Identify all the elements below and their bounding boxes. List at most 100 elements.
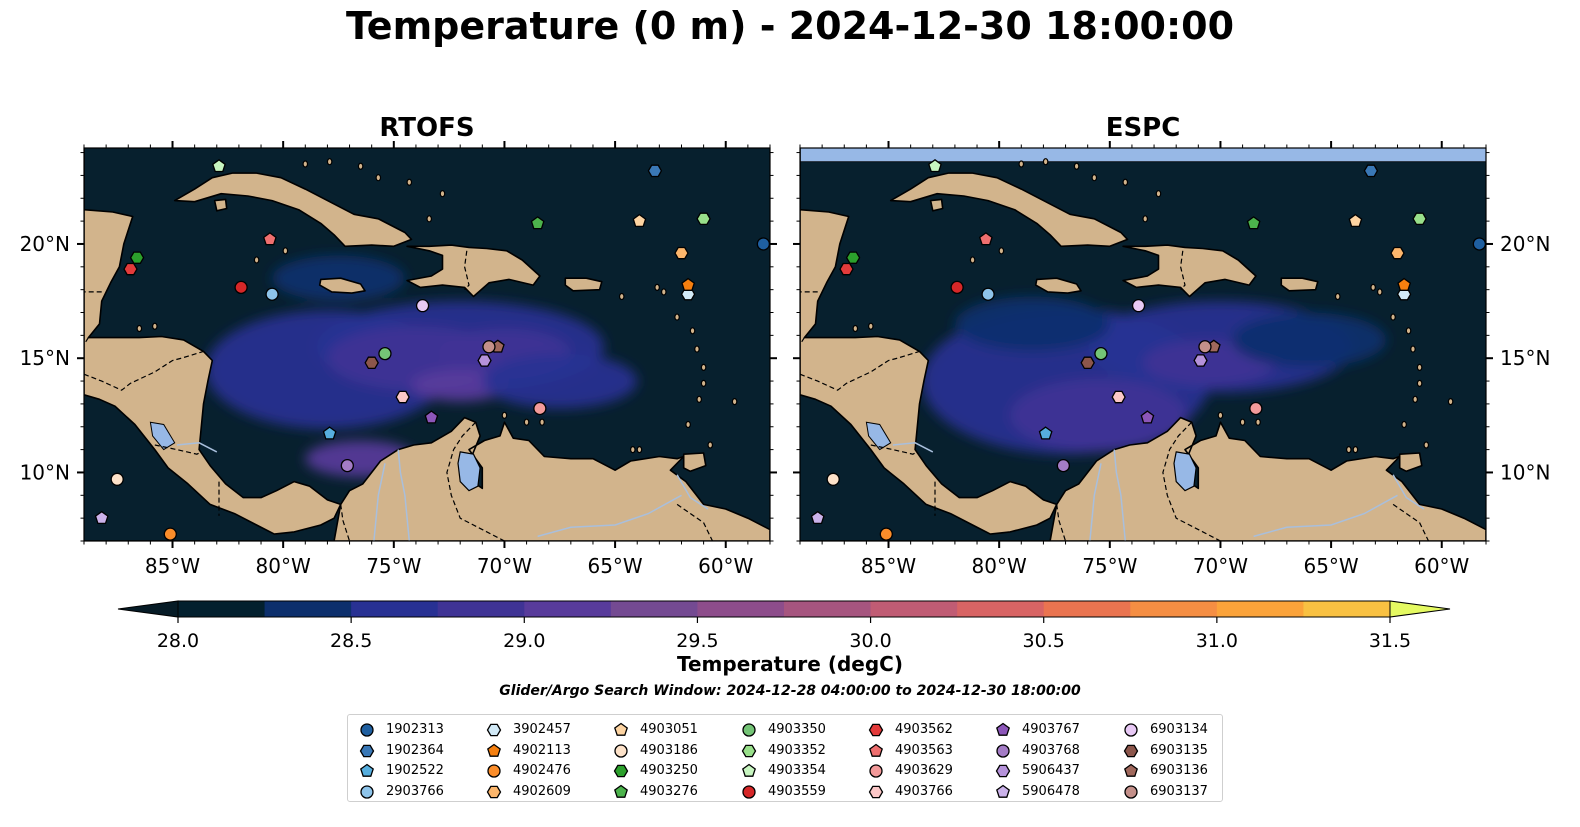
legend-marker-icon	[996, 722, 1010, 736]
temperature-field	[205, 255, 638, 478]
x-tick-label: 80°W	[972, 554, 1027, 578]
platform-marker-4903563	[978, 232, 993, 246]
legend-label: 4903350	[768, 722, 826, 737]
lake-maracaibo	[457, 451, 481, 492]
colorbar-segment	[1043, 601, 1131, 617]
y-tick-label: 20°N	[20, 232, 70, 256]
platform-marker-4903276	[530, 216, 545, 230]
legend-marker	[741, 744, 757, 757]
legend-marker-icon	[360, 723, 374, 737]
river-line	[892, 442, 934, 453]
country-border	[463, 250, 470, 291]
legend-label: 4902476	[513, 763, 571, 778]
platform-marker-4902113	[681, 277, 696, 291]
platform-marker-4903352	[1412, 212, 1427, 226]
island	[852, 324, 859, 333]
legend-marker	[742, 784, 756, 799]
island	[1073, 162, 1080, 170]
island	[707, 441, 714, 449]
land-polygon	[84, 148, 342, 535]
platform-marker-4903250	[845, 251, 861, 264]
platform-marker-5906437	[477, 354, 492, 367]
legend-label: 2903766	[386, 783, 444, 799]
legend-marker	[995, 764, 1011, 778]
platform-marker-6903135	[364, 356, 379, 370]
map-panel-rtofs: 85°W 80°W 75°W 70°W 65°W 60°W 10°N 15°N 20°N	[20, 141, 777, 578]
platform-marker-5906478	[94, 510, 109, 525]
island	[700, 379, 707, 387]
island	[1405, 327, 1412, 335]
land-polygon	[1398, 452, 1423, 473]
island	[1346, 446, 1352, 454]
island	[1412, 395, 1418, 403]
temperature-blob	[1231, 312, 1387, 368]
river-line	[373, 463, 386, 541]
island	[1239, 418, 1246, 426]
colorbar-segment	[784, 601, 872, 617]
island	[696, 395, 702, 403]
land-polygon	[800, 416, 1486, 541]
island	[357, 162, 364, 170]
legend-marker-icon	[486, 785, 502, 798]
x-tick-label: 75°W	[1082, 554, 1137, 578]
country-border	[1162, 421, 1221, 541]
platform-marker-2903766	[981, 287, 995, 301]
river-line	[537, 494, 682, 538]
legend-marker-icon	[614, 743, 628, 758]
legend-label: 3902457	[513, 722, 571, 737]
legend-label: 1902364	[386, 742, 444, 758]
x-tick-label: 75°W	[366, 554, 421, 578]
colorbar-tick-label: 29.0	[503, 630, 545, 652]
land-polygon	[800, 148, 1058, 535]
colorbar-segment	[610, 601, 698, 617]
platform-marker-6903134	[1131, 299, 1146, 313]
lake-nicaragua	[865, 421, 892, 451]
legend-marker	[1124, 763, 1138, 777]
island	[1410, 345, 1416, 353]
platform-marker-2903766	[265, 287, 279, 301]
platform-marker-4903767	[424, 410, 439, 424]
legend-marker-icon	[742, 784, 756, 799]
y-tick-label: 10°N	[20, 460, 70, 484]
platform-marker-4902476	[163, 527, 177, 541]
island	[1423, 441, 1430, 449]
platform-marker-4903768	[340, 458, 354, 473]
colorbar-segment	[178, 601, 266, 617]
platform-marker-4902609	[1390, 246, 1405, 260]
legend-label: 4902113	[513, 742, 571, 758]
platform-marker-4903354	[212, 158, 226, 173]
legend-marker-icon	[868, 723, 884, 737]
x-tick-label: 70°W	[477, 554, 532, 578]
land-polygon	[84, 416, 770, 541]
platform-marker-4903350	[1094, 346, 1108, 361]
x-tick-label: 70°W	[1193, 554, 1248, 578]
platform-marker-4903629	[1249, 401, 1263, 416]
island	[689, 327, 696, 335]
legend-marker-icon	[996, 743, 1010, 758]
island	[523, 418, 530, 426]
colorbar-segment	[264, 601, 352, 617]
legend-label: 4903276	[640, 783, 698, 799]
x-tick-label: 60°W	[1414, 554, 1469, 578]
platform-marker-4903276	[1246, 216, 1261, 230]
legend-marker	[360, 763, 374, 777]
island	[282, 247, 289, 255]
legend-marker-icon	[359, 744, 375, 757]
country-border	[1392, 503, 1430, 541]
colorbar-tick-label: 31.5	[1369, 630, 1411, 652]
island	[426, 215, 433, 223]
island	[731, 398, 738, 406]
island	[629, 446, 636, 454]
y-tick-label: 15°N	[1500, 346, 1550, 370]
country-border	[1179, 250, 1186, 291]
platform-marker-1902313	[1472, 237, 1486, 251]
legend-label: 5906437	[1022, 763, 1080, 778]
legend-marker-icon	[741, 744, 757, 757]
platform-legend: 1902313 1902364 1902522 2903766 3902457 49021…	[347, 714, 1223, 802]
legend-marker	[360, 784, 374, 799]
legend-marker-icon	[614, 784, 628, 798]
legend-marker	[486, 785, 502, 798]
land-polygon	[1122, 244, 1257, 298]
colorbar-segment	[351, 601, 439, 617]
river-line	[1253, 494, 1398, 538]
